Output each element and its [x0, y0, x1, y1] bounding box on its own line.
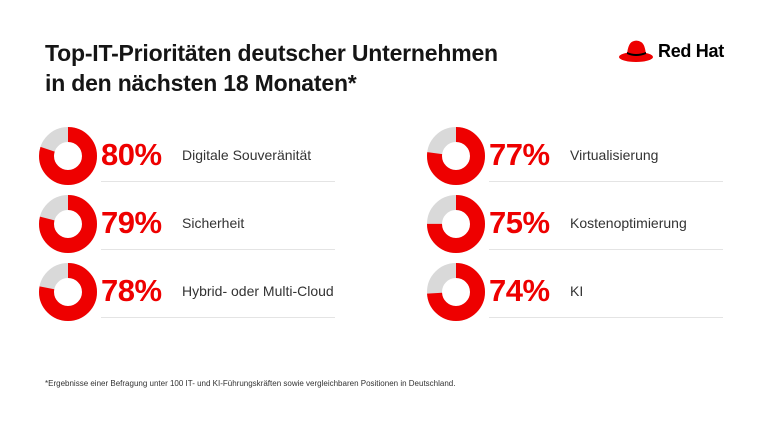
donut-chart [427, 263, 485, 321]
divider [489, 317, 723, 318]
percent-label: 79% [101, 205, 162, 240]
divider [101, 249, 335, 250]
donut-chart [39, 195, 97, 253]
percent-label: 80% [101, 137, 162, 172]
donut-item: 77% Virtualisierung [427, 127, 727, 187]
donut-chart [39, 127, 97, 185]
donut-value-arc [427, 195, 485, 253]
category-label: KI [570, 283, 584, 299]
category-label: Kostenoptimierung [570, 215, 687, 231]
category-label: Virtualisierung [570, 147, 659, 163]
donut-item: 78% Hybrid- oder Multi-Cloud [39, 263, 339, 323]
title-line-1: Top-IT-Prioritäten deutscher Unternehmen [45, 40, 498, 66]
percent-label: 77% [489, 137, 550, 172]
donut-item: 80% Digitale Souveränität [39, 127, 339, 187]
category-label: Hybrid- oder Multi-Cloud [182, 283, 334, 299]
percent-label: 74% [489, 273, 550, 308]
donut-chart [427, 127, 485, 185]
donut-item: 75% Kostenoptimierung [427, 195, 727, 255]
logo-text: Red Hat [658, 40, 724, 61]
divider [101, 181, 335, 182]
category-label: Digitale Souveränität [182, 147, 312, 163]
donut-value-arc [39, 127, 97, 185]
percent-label: 78% [101, 273, 162, 308]
divider [101, 317, 335, 318]
title-line-2: in den nächsten 18 Monaten* [45, 70, 357, 96]
footnote: *Ergebnisse einer Befragung unter 100 IT… [45, 379, 456, 388]
donut-item: 79% Sicherheit [39, 195, 339, 255]
donut-chart [427, 195, 485, 253]
category-label: Sicherheit [182, 215, 245, 231]
donut-chart [39, 263, 97, 321]
donut-value-arc [39, 263, 97, 321]
red-hat-logo: Red Hat [618, 38, 724, 64]
divider [489, 249, 723, 250]
page-title: Top-IT-Prioritäten deutscher Unternehmen… [45, 38, 498, 98]
red-hat-fedora-icon [619, 40, 653, 62]
divider [489, 181, 723, 182]
donut-value-arc [39, 195, 97, 253]
percent-label: 75% [489, 205, 550, 240]
donut-value-arc [427, 263, 485, 321]
donut-item: 74% KI [427, 263, 727, 323]
donut-value-arc [427, 127, 485, 185]
